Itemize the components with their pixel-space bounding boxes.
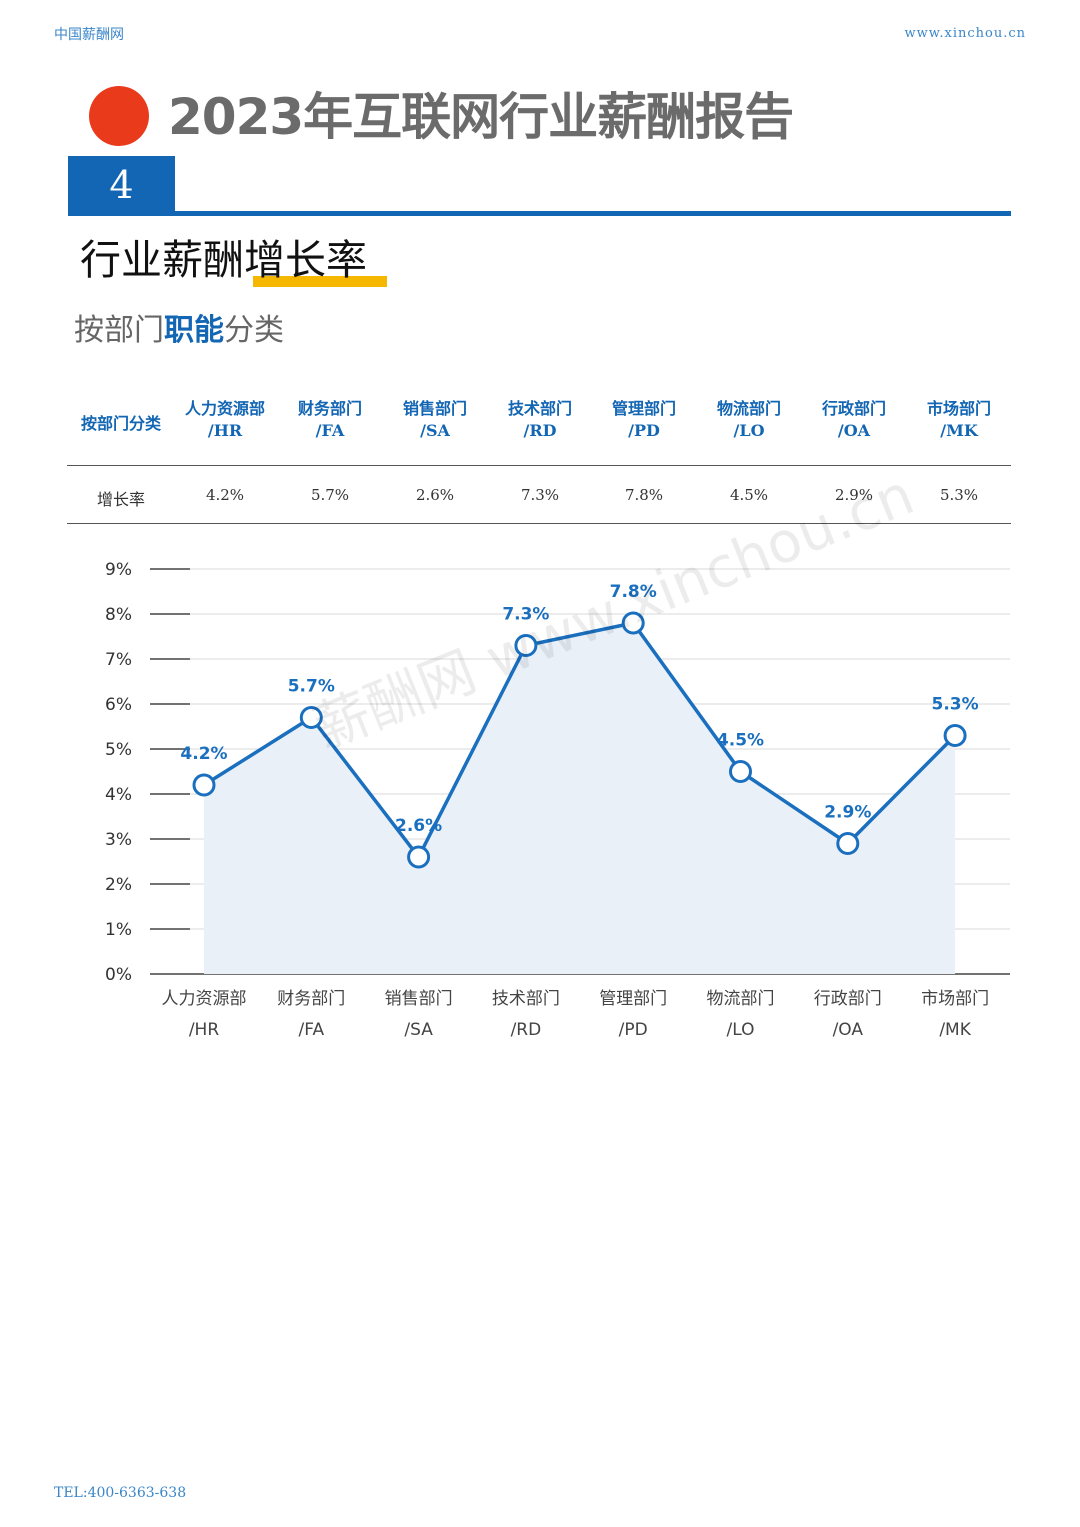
subtitle-highlight: 职能	[164, 313, 224, 348]
table-cell-oa: 2.9%	[834, 486, 874, 504]
data-point	[621, 611, 645, 635]
x-tick-label: 行政部门	[814, 989, 882, 1009]
table-header-pd: 管理部门/PD	[594, 398, 694, 442]
y-tick-label: 7%	[105, 650, 132, 670]
x-tick-label: 技术部门	[492, 989, 560, 1009]
header-code: /SA	[420, 421, 450, 440]
x-tick-label-code: /LO	[727, 1020, 755, 1040]
section-title-highlight	[253, 276, 387, 287]
data-label: 7.3%	[502, 605, 549, 625]
header-code: /PD	[628, 421, 660, 440]
table-header-sa: 销售部门/SA	[385, 398, 485, 442]
header-name: 物流部门	[716, 399, 781, 418]
table-cell-rd: 7.3%	[520, 486, 560, 504]
header-name: 管理部门	[611, 399, 676, 418]
table-header-hr: 人力资源部/HR	[175, 398, 275, 442]
header-code: /OA	[837, 421, 871, 440]
data-point	[192, 773, 216, 797]
data-point	[407, 845, 431, 869]
y-tick-label: 3%	[105, 830, 132, 850]
table-cell-hr: 4.2%	[205, 486, 245, 504]
x-tick-label-code: /SA	[404, 1020, 433, 1040]
data-point	[943, 724, 967, 747]
data-label: 7.8%	[610, 582, 657, 602]
table-cell-fa: 5.7%	[310, 486, 350, 504]
data-point	[299, 706, 323, 729]
subtitle-post: 分类	[224, 313, 284, 348]
data-label: 5.3%	[932, 695, 979, 715]
x-tick-label: 财务部门	[277, 989, 345, 1009]
header-code: /MK	[940, 421, 978, 440]
header-code: /RD	[523, 421, 557, 440]
y-tick-label: 0%	[105, 965, 132, 985]
header-code: /HR	[207, 421, 243, 440]
y-tick-label: 9%	[105, 560, 132, 580]
header-name: 行政部门	[821, 399, 886, 418]
data-point	[514, 634, 538, 657]
footer-tel: TEL:400-6363-638	[54, 1485, 187, 1501]
header-name: 市场部门	[926, 399, 991, 418]
table-corner-header: 按部门分类	[80, 414, 161, 433]
section-divider	[68, 211, 1011, 216]
y-tick-label: 8%	[105, 605, 132, 625]
table-header-fa: 财务部门/FA	[280, 398, 380, 442]
table-rule-top	[67, 465, 1011, 466]
section-subtitle: 按部门职能分类	[74, 308, 284, 354]
header-name: 财务部门	[297, 399, 362, 418]
x-tick-label: 销售部门	[385, 989, 453, 1009]
table-cell-mk: 5.3%	[939, 486, 979, 504]
table-row-label: 增长率	[96, 490, 145, 509]
y-tick-label: 5%	[105, 740, 132, 760]
header-name: 技术部门	[507, 399, 572, 418]
data-point	[729, 760, 752, 783]
header-code: /FA	[315, 421, 345, 440]
header-code: /LO	[733, 421, 765, 440]
y-tick-label: 2%	[105, 875, 132, 895]
y-tick-label: 6%	[105, 695, 132, 715]
table-cell-sa: 2.6%	[415, 486, 455, 504]
site-name: 中国薪酬网	[54, 27, 124, 43]
title-bullet-dot	[89, 86, 149, 146]
header-name: 销售部门	[402, 399, 467, 418]
x-tick-label-code: /RD	[511, 1020, 542, 1040]
table-header-rd: 技术部门/RD	[490, 398, 590, 442]
section-title: 行业薪酬增长率	[80, 236, 367, 284]
y-tick-label: 4%	[105, 785, 132, 805]
x-tick-label-code: /OA	[833, 1020, 864, 1040]
x-tick-label-code: /HR	[189, 1020, 220, 1040]
x-tick-label: 市场部门	[921, 989, 989, 1009]
x-tick-label: 物流部门	[707, 989, 775, 1009]
data-label: 4.5%	[717, 731, 764, 751]
x-tick-label: 人力资源部	[162, 989, 247, 1009]
series-area	[204, 623, 956, 974]
data-label: 5.7%	[288, 677, 335, 697]
section-number: 4	[68, 156, 175, 213]
data-label: 4.2%	[180, 744, 227, 764]
series-line	[203, 621, 957, 859]
x-tick-label-code: /PD	[619, 1020, 648, 1040]
data-label: 2.9%	[824, 803, 871, 823]
y-tick-label: 1%	[105, 920, 132, 940]
x-tick-label-code: /MK	[939, 1020, 971, 1040]
table-header-mk: 市场部门/MK	[909, 398, 1009, 442]
data-label: 2.6%	[395, 816, 442, 836]
site-url[interactable]: www.xinchou.cn	[904, 26, 1026, 41]
table-header-lo: 物流部门/LO	[699, 398, 799, 442]
subtitle-pre: 按部门	[74, 313, 164, 348]
growth-rate-chart: 0% 1% 2% 3% 4% 5% 6% 7% 8% 9% 4.2% 5.7% 2.6% 7.3% 7.8%…	[105, 560, 1010, 1040]
table-rule-bottom	[67, 523, 1011, 524]
report-title: 2023年互联网行业薪酬报告	[168, 88, 794, 146]
header-name: 人力资源部	[184, 399, 265, 418]
table-header-oa: 行政部门/OA	[804, 398, 904, 442]
x-tick-label-code: /FA	[299, 1020, 325, 1040]
x-tick-label: 管理部门	[599, 989, 667, 1009]
data-point	[836, 832, 860, 855]
table-cell-pd: 7.8%	[624, 486, 664, 504]
table-cell-lo: 4.5%	[729, 486, 769, 504]
